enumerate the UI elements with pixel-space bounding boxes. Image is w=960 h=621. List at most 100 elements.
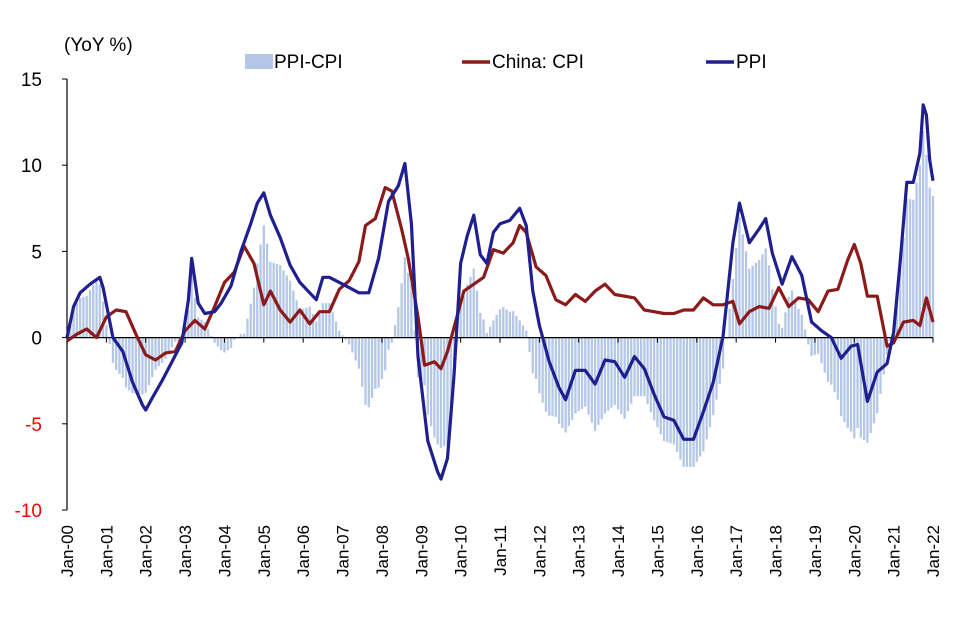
ppi-cpi-bar xyxy=(324,303,328,338)
ppi-cpi-bar xyxy=(577,337,580,412)
ppi-cpi-bar xyxy=(138,337,141,394)
ppi-cpi-bar xyxy=(147,337,151,386)
ppi-cpi-bar xyxy=(633,337,636,397)
ppi-cpi-bar xyxy=(731,278,735,338)
ppi-cpi-bar xyxy=(902,237,905,338)
ppi-cpi-bar xyxy=(85,295,88,338)
legend-label-ppi-cpi: PPI-CPI xyxy=(274,52,343,73)
ppi-cpi-bar xyxy=(377,337,380,388)
y-tick-label: 10 xyxy=(21,156,42,177)
ppi-cpi-bar xyxy=(679,337,682,460)
ppi-cpi-bar xyxy=(574,337,577,414)
ppi-cpi-bar xyxy=(502,307,505,338)
ppi-cpi-bar xyxy=(95,279,98,338)
ppi-cpi-bar xyxy=(525,330,528,338)
x-tick-label: Jan-15 xyxy=(648,525,667,577)
ppi-cpi-bar xyxy=(233,337,236,340)
ppi-cpi-bar xyxy=(229,337,233,348)
ppi-cpi-bar xyxy=(469,276,472,338)
ppi-cpi-bar xyxy=(459,297,462,338)
ppi-cpi-bar xyxy=(826,337,830,382)
ppi-cpi-bar xyxy=(551,337,554,417)
ppi-cpi-bar xyxy=(646,337,649,405)
ppi-cpi-bar xyxy=(767,265,771,338)
ppi-cpi-bar xyxy=(922,130,925,338)
ppi-cpi-bar xyxy=(564,337,567,433)
ppi-cpi-bar xyxy=(82,296,85,338)
ppi-cpi-bar xyxy=(735,247,738,338)
ppi-cpi-bar xyxy=(190,272,193,338)
ppi-cpi-bar xyxy=(918,165,922,338)
ppi-cpi-bar xyxy=(879,337,882,394)
ppi-cpi-bar xyxy=(534,337,538,379)
series-lines xyxy=(65,103,935,481)
ppi-cpi-bar xyxy=(915,182,918,338)
ppi-cpi-bar xyxy=(728,308,731,338)
ppi-cpi-bar xyxy=(351,337,354,353)
x-tick-label: Jan-08 xyxy=(373,525,392,577)
ppi-cpi-bar xyxy=(128,337,131,391)
ppi-cpi-bar xyxy=(354,337,357,361)
ppi-cpi-bar xyxy=(436,337,439,445)
ppi-cpi-bar xyxy=(797,308,800,338)
x-tick-label: Jan-17 xyxy=(727,525,746,577)
ppi-cpi-bar xyxy=(311,314,315,338)
ppi-cpi-bar xyxy=(443,337,446,447)
x-tick-label: Jan-07 xyxy=(334,525,353,577)
ppi-cpi-bar xyxy=(656,337,659,428)
ppi-cpi-bar xyxy=(721,337,725,369)
ppi-cpi-bar xyxy=(603,337,607,414)
ppi-cpi-bar xyxy=(869,337,872,433)
ppi-cpi-bar xyxy=(118,337,121,374)
x-tick-label: Jan-04 xyxy=(215,525,234,577)
ppi-cpi-bar xyxy=(475,290,479,338)
ppi-cpi-bar xyxy=(830,337,833,385)
ppi-cpi-bar xyxy=(167,337,170,354)
ppi-cpi-bar xyxy=(794,299,797,338)
ppi-cpi-bar xyxy=(771,289,774,338)
ppi-cpi-bar xyxy=(157,337,160,367)
ppi-cpi-bar xyxy=(580,337,584,409)
ppi-cpi-bar xyxy=(698,337,702,457)
ppi-cpi-bar xyxy=(803,329,807,338)
ppi-cpi-bar xyxy=(331,312,334,338)
ppi-cpi-bar xyxy=(374,337,377,389)
ppi-cpi-bar xyxy=(708,337,712,428)
ppi-cpi-bar xyxy=(101,301,105,338)
ppi-cpi-bar xyxy=(718,337,721,385)
ppi-cpi-bar xyxy=(505,309,508,338)
ppi-cpi-bar xyxy=(666,337,669,443)
ppi-cpi-bar xyxy=(695,337,698,462)
ppi-cpi-bar xyxy=(498,309,502,338)
ppi-cpi-bar xyxy=(807,337,810,345)
ppi-cpi-bar xyxy=(751,265,754,338)
x-tick-label: Jan-20 xyxy=(845,525,864,577)
legend-swatch-ppi-cpi xyxy=(245,54,273,69)
ppi-cpi-bar xyxy=(213,337,216,343)
ppi-cpi-bar xyxy=(784,312,787,338)
ppi-cpi-bar xyxy=(269,261,272,338)
ppi-cpi-bar xyxy=(367,337,370,408)
ppi-cpi-bar xyxy=(318,314,321,338)
ppi-cpi-bar xyxy=(315,321,318,338)
ppi-cpi-bar xyxy=(338,330,341,338)
x-tick-label: Jan-06 xyxy=(294,525,313,577)
ppi-line xyxy=(65,103,935,481)
ppi-cpi-bar xyxy=(675,337,679,452)
ppi-cpi-bar xyxy=(899,270,902,338)
ppi-cpi-bar xyxy=(777,323,780,338)
ppi-cpi-bar xyxy=(288,280,292,338)
legend-item-china-cpi: China: CPI xyxy=(462,52,584,73)
ppi-cpi-bar xyxy=(856,337,859,429)
ppi-cpi-bar xyxy=(131,337,134,394)
ppi-cpi-bar xyxy=(462,296,466,338)
ppi-cpi-bar xyxy=(544,337,548,412)
ppi-cpi-bar xyxy=(390,337,393,343)
ppi-cpi-bar xyxy=(790,290,794,338)
ppi-cpi-bar xyxy=(193,297,197,338)
ppi-cpi-bar xyxy=(472,268,475,338)
ppi-cpi-bar xyxy=(741,234,744,338)
ppi-cpi-bar xyxy=(72,307,75,338)
ppi-cpi-bar xyxy=(223,337,226,353)
